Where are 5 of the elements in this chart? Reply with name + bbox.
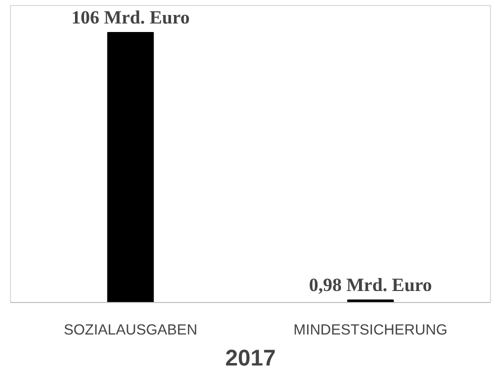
data-label: 106 Mrd. Euro: [71, 8, 190, 28]
x-tick-label: SOZIALAUSGABEN: [64, 322, 198, 338]
data-label: 0,98 Mrd. Euro: [309, 275, 432, 296]
x-axis-title: 2017: [225, 344, 276, 368]
x-tick-label: MINDESTSICHERUNG: [294, 322, 448, 338]
